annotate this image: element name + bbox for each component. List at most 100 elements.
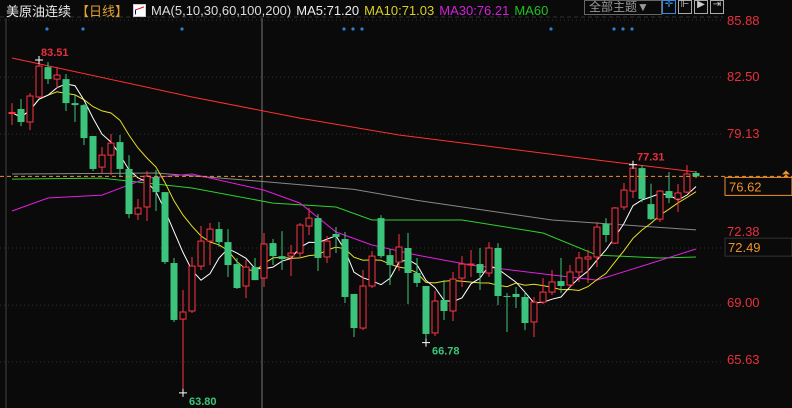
candle-up bbox=[53, 67, 61, 89]
candle-down bbox=[476, 248, 484, 291]
move-right-icon[interactable]: ⇥ bbox=[710, 0, 724, 14]
candle-up bbox=[26, 93, 34, 131]
candle-body bbox=[503, 295, 511, 297]
y-tick-label: 85.88 bbox=[727, 13, 760, 28]
extreme-marker bbox=[179, 388, 187, 397]
candle-body bbox=[107, 142, 115, 156]
candle-body bbox=[449, 278, 457, 312]
candle-up bbox=[188, 256, 196, 314]
candle-body bbox=[530, 301, 538, 323]
ma60-value: MA60 bbox=[514, 3, 549, 18]
candle-up bbox=[143, 170, 151, 221]
candle-body bbox=[314, 218, 322, 258]
candle-up bbox=[107, 134, 115, 176]
candle-body bbox=[242, 266, 250, 287]
candle-up bbox=[35, 60, 43, 99]
candle-body bbox=[422, 286, 430, 334]
candle-down bbox=[278, 231, 286, 270]
candle-body bbox=[494, 248, 502, 296]
candle-body bbox=[125, 168, 133, 215]
candle-body bbox=[53, 74, 61, 80]
crosshair-icon[interactable]: ✛ bbox=[662, 0, 676, 14]
candle-body bbox=[458, 263, 466, 279]
ma5-value: MA5:71.20 bbox=[296, 3, 360, 18]
event-dot bbox=[549, 27, 553, 31]
candle-down bbox=[251, 257, 259, 281]
candle-body bbox=[629, 167, 637, 192]
candle-up bbox=[467, 250, 475, 278]
candle-up bbox=[458, 256, 466, 288]
cursor-price-label: 72.49 bbox=[728, 240, 761, 255]
candle-body bbox=[566, 271, 574, 286]
ma-params[interactable]: MA(5,10,30,60,100,200) bbox=[151, 3, 292, 18]
candle-body bbox=[683, 173, 691, 193]
candle-up bbox=[584, 250, 592, 283]
candle-body bbox=[233, 264, 241, 289]
candle-down bbox=[638, 165, 646, 203]
candle-down bbox=[215, 221, 223, 247]
candle-up bbox=[296, 223, 304, 258]
candle-up bbox=[611, 206, 619, 244]
candle-body bbox=[44, 67, 52, 80]
candle-body bbox=[584, 256, 592, 260]
candle-up bbox=[449, 271, 457, 321]
candle-body bbox=[287, 252, 295, 257]
candle-down bbox=[125, 155, 133, 219]
event-dot bbox=[351, 27, 355, 31]
candle-body bbox=[26, 95, 34, 123]
candle-up bbox=[566, 265, 574, 289]
candle-up bbox=[206, 223, 214, 266]
high-label: 83.51 bbox=[41, 47, 69, 59]
event-dot bbox=[45, 27, 49, 31]
candle-up bbox=[674, 183, 682, 213]
candle-body bbox=[206, 228, 214, 242]
candle-body bbox=[224, 242, 232, 266]
event-dot bbox=[81, 27, 85, 31]
play-forward-icon[interactable]: ▶ bbox=[694, 0, 708, 14]
y-tick-label: 79.13 bbox=[727, 126, 760, 141]
candles bbox=[8, 60, 700, 393]
candle-body bbox=[143, 175, 151, 208]
candle-body bbox=[8, 112, 16, 115]
ma-indicator-icon[interactable] bbox=[133, 4, 147, 17]
candle-body bbox=[161, 192, 169, 263]
candle-up bbox=[98, 147, 106, 174]
candle-up bbox=[260, 232, 268, 288]
y-tick-label: 72.38 bbox=[727, 224, 760, 239]
candle-body bbox=[647, 204, 655, 220]
candle-body bbox=[593, 226, 601, 258]
extreme-marker bbox=[35, 56, 43, 65]
zoom-range-icon[interactable]: ⊩ bbox=[678, 0, 692, 14]
candle-down bbox=[314, 214, 322, 271]
candle-body bbox=[476, 264, 484, 273]
event-dot bbox=[612, 27, 616, 31]
y-axis: 85.88 82.50 79.13 72.38 69.00 65.63 bbox=[727, 13, 760, 367]
candle-down bbox=[80, 104, 88, 145]
candle-up bbox=[593, 221, 601, 268]
candle-body bbox=[440, 300, 448, 311]
candle-body bbox=[602, 224, 610, 235]
candle-body bbox=[296, 224, 304, 254]
ma60-line bbox=[11, 177, 697, 259]
candle-body bbox=[620, 189, 628, 208]
candle-body bbox=[89, 136, 97, 169]
candle-up bbox=[620, 182, 628, 211]
candle-body bbox=[305, 217, 313, 227]
candle-body bbox=[665, 191, 673, 199]
candle-up bbox=[683, 165, 691, 193]
event-dot bbox=[180, 27, 184, 31]
candle-down bbox=[341, 231, 349, 304]
candle-up bbox=[179, 290, 187, 393]
candle-body bbox=[404, 248, 412, 273]
cursor-price-box: 72.49 bbox=[724, 237, 792, 257]
candle-body bbox=[359, 285, 367, 329]
period-label[interactable]: 【日线】 bbox=[76, 4, 129, 19]
chart-header: 美原油连续 【日线】 MA(5,10,30,60,100,200) MA5:71… bbox=[6, 1, 548, 20]
extreme-marker bbox=[629, 160, 637, 169]
annotations: 83.51 63.80 66.78 77.31 bbox=[41, 47, 665, 408]
theme-dropdown[interactable]: 全部主题▼ bbox=[584, 0, 662, 15]
ma30-value: MA30:76.21 bbox=[439, 3, 510, 18]
candle-up bbox=[548, 269, 556, 295]
candle-body bbox=[368, 255, 376, 287]
